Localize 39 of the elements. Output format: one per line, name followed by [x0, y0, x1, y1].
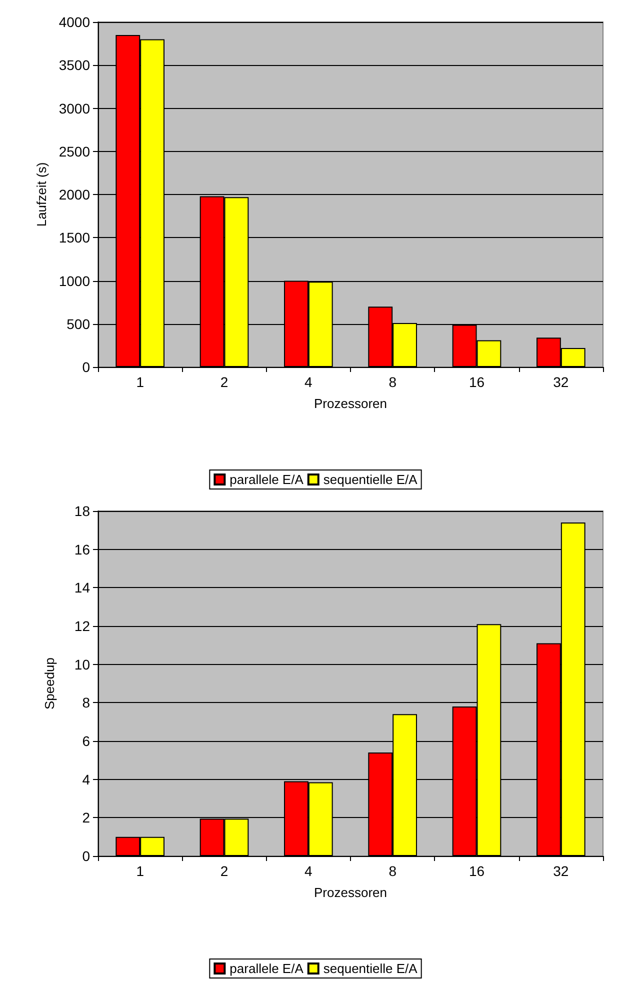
legend-label: parallele E/A [230, 472, 304, 487]
x-tick-label: 4 [304, 374, 313, 390]
y-tick-label: 12 [74, 618, 90, 634]
y-tick-label: 18 [74, 503, 90, 519]
y-tick-label: 4000 [58, 14, 90, 30]
x-tick-label: 32 [553, 374, 569, 390]
y-tick-label: 2500 [58, 143, 90, 160]
x-axis-title: Prozessoren [314, 396, 387, 411]
y-tick-label: 2000 [58, 186, 90, 202]
y-tick-label: 8 [82, 694, 90, 711]
legend-label: sequentielle E/A [323, 472, 418, 487]
x-tick-label: 32 [553, 863, 569, 879]
x-tick-label: 1 [136, 863, 144, 879]
x-tick-label: 16 [468, 863, 485, 879]
y-tick-label: 2 [82, 810, 90, 826]
y-axis-title: Laufzeit (s) [34, 162, 49, 227]
y-tick-label: 0 [82, 848, 90, 864]
y-tick-label: 1500 [58, 230, 90, 246]
y-tick-label: 1000 [58, 272, 90, 289]
y-tick-label: 6 [82, 733, 90, 749]
x-tick-label: 4 [304, 863, 313, 879]
y-tick-label: 500 [66, 316, 90, 332]
x-tick-label: 8 [388, 374, 397, 390]
x-tick-label: 2 [220, 374, 228, 390]
x-tick-label: 2 [220, 863, 228, 879]
x-tick-label: 16 [468, 374, 485, 390]
legend-label: parallele E/A [230, 961, 304, 976]
y-tick-label: 0 [82, 359, 90, 375]
y-tick-label: 4 [82, 771, 90, 788]
y-tick-label: 10 [74, 656, 90, 672]
y-tick-label: 16 [74, 541, 90, 558]
y-tick-label: 14 [74, 580, 90, 596]
legend-label: sequentielle E/A [323, 961, 418, 976]
y-axis-title: Speedup [42, 657, 57, 710]
y-tick-label: 3500 [58, 57, 90, 74]
x-axis-title: Prozessoren [314, 885, 387, 900]
x-tick-label: 1 [136, 374, 144, 390]
y-tick-label: 3000 [58, 100, 90, 116]
x-tick-label: 8 [388, 863, 397, 879]
